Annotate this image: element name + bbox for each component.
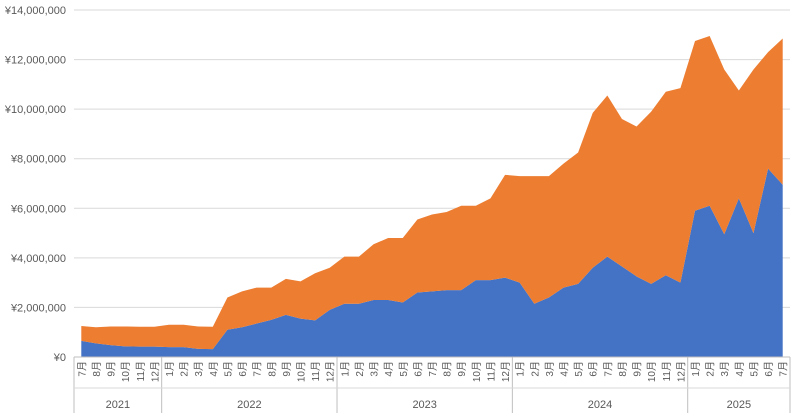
y-tick-label: ¥2,000,000 — [10, 302, 66, 314]
plot-areas — [81, 36, 783, 357]
x-tick-label: 5月 — [573, 361, 585, 377]
x-tick-label: 10月 — [471, 361, 483, 382]
y-tick-label: ¥4,000,000 — [10, 253, 66, 265]
x-tick-label: 7月 — [778, 361, 790, 377]
y-tick-label: ¥12,000,000 — [4, 55, 66, 67]
x-tick-label: 6月 — [412, 361, 424, 377]
y-tick-label: ¥0 — [53, 352, 66, 364]
x-tick-label: 10月 — [646, 361, 658, 382]
x-tick-label: 4月 — [208, 361, 220, 377]
x-tick-label: 3月 — [193, 361, 205, 377]
x-tick-label: 9月 — [456, 361, 468, 377]
x-tick-label: 1月 — [515, 361, 527, 377]
x-tick-label: 12月 — [675, 361, 687, 382]
x-tick-label: 8月 — [617, 361, 629, 377]
x-tick-label: 8月 — [442, 361, 454, 377]
x-tick-label: 11月 — [135, 361, 147, 381]
x-tick-label: 4月 — [559, 361, 571, 377]
x-tick-label: 7月 — [427, 361, 439, 377]
y-tick-label: ¥8,000,000 — [10, 154, 66, 166]
x-tick-label: 6月 — [588, 361, 600, 377]
x-tick-label: 9月 — [632, 361, 644, 377]
series-area-2 — [81, 36, 783, 350]
year-label: 2021 — [106, 399, 130, 411]
series-area-1 — [81, 168, 783, 357]
x-tick-label: 10月 — [295, 361, 307, 382]
x-tick-label: 11月 — [485, 361, 497, 381]
x-tick-label: 1月 — [339, 361, 351, 377]
x-tick-label: 8月 — [91, 361, 103, 377]
year-label: 2023 — [412, 399, 436, 411]
x-tick-label: 12月 — [325, 361, 337, 382]
year-label: 2022 — [237, 399, 261, 411]
x-tick-label: 5月 — [398, 361, 410, 377]
y-tick-label: ¥10,000,000 — [4, 104, 66, 116]
x-tick-label: 4月 — [734, 361, 746, 377]
x-tick-label: 2月 — [705, 361, 717, 377]
x-tick-label: 2月 — [529, 361, 541, 377]
x-tick-label: 11月 — [310, 361, 322, 381]
x-tick-label: 7月 — [252, 361, 264, 377]
x-tick-label: 5月 — [222, 361, 234, 377]
gridlines — [74, 9, 790, 308]
x-tick-label: 8月 — [266, 361, 278, 377]
x-tick-label: 2月 — [354, 361, 366, 377]
x-tick-label: 3月 — [544, 361, 556, 377]
x-tick-label: 4月 — [383, 361, 395, 377]
x-tick-label: 7月 — [602, 361, 614, 377]
x-tick-label: 1月 — [690, 361, 702, 377]
year-label: 2025 — [727, 399, 751, 411]
x-tick-label: 7月 — [76, 361, 88, 377]
y-axis: ¥0 ¥2,000,000 ¥4,000,000 ¥6,000,000 ¥8,000,0… — [4, 5, 66, 364]
x-tick-label: 6月 — [237, 361, 249, 377]
y-tick-label: ¥6,000,000 — [10, 203, 66, 215]
x-tick-label: 12月 — [500, 361, 512, 382]
x-tick-label: 1月 — [164, 361, 176, 377]
x-tick-label: 2月 — [179, 361, 191, 377]
x-tick-label: 6月 — [763, 361, 775, 377]
x-tick-label: 3月 — [369, 361, 381, 377]
y-tick-label: ¥14,000,000 — [4, 5, 66, 17]
x-tick-label: 5月 — [748, 361, 760, 377]
year-label: 2024 — [588, 399, 612, 411]
x-tick-label: 10月 — [120, 361, 132, 382]
x-tick-label: 11月 — [661, 361, 673, 381]
x-tick-label: 9月 — [281, 361, 293, 377]
x-tick-label: 12月 — [149, 361, 161, 382]
x-tick-label: 9月 — [106, 361, 118, 377]
x-tick-label: 3月 — [719, 361, 731, 377]
x-axis: 7月 8月 9月 10月 11月 12月 1月 2月 3月 4月 5月 6月 7月 8月 9月 10月 11月 1… — [73, 356, 791, 413]
